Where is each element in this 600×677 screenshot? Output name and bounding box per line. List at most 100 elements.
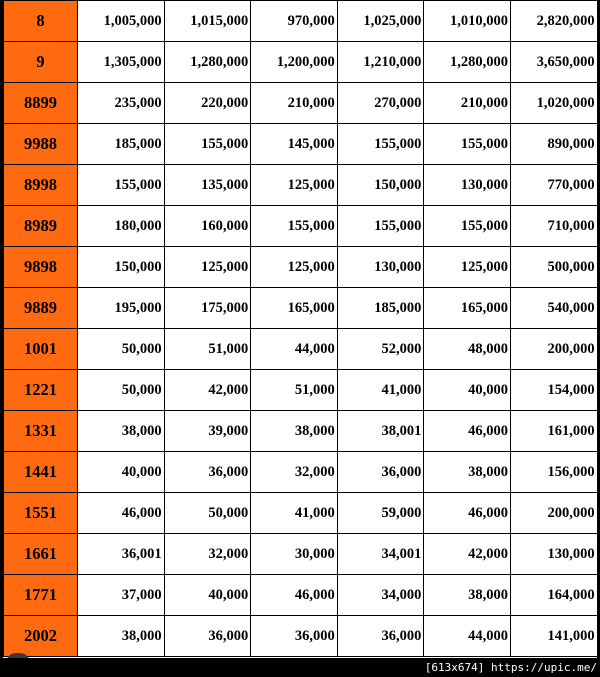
value-cell: 125,000 (250, 164, 338, 206)
value-cell: 130,000 (509, 533, 597, 575)
value-cell: 155,000 (77, 164, 165, 206)
value-cell: 40,000 (423, 369, 511, 411)
value-cell: 210,000 (250, 82, 338, 124)
table-row: 1661 36,001 32,000 30,000 34,001 42,000 130,00… (3, 533, 597, 575)
value-cell: 50,000 (77, 369, 165, 411)
value-cell: 155,000 (336, 123, 425, 165)
value-cell: 59,000 (336, 492, 425, 534)
value-cell: 52,000 (336, 328, 425, 370)
image-info-bar: [613x674] https://upic.me/ (0, 658, 600, 677)
value-cell: 180,000 (77, 205, 165, 247)
value-cell: 32,000 (163, 533, 252, 575)
value-cell: 195,000 (77, 287, 165, 329)
value-cell: 125,000 (423, 246, 511, 288)
value-cell: 37,000 (77, 574, 165, 616)
row-code-cell: 2002 (3, 615, 78, 657)
value-cell: 51,000 (250, 369, 338, 411)
value-cell: 1,280,000 (163, 41, 252, 83)
value-cell: 40,000 (163, 574, 252, 616)
value-cell: 36,000 (163, 615, 252, 657)
value-cell: 46,000 (77, 492, 165, 534)
value-cell: 890,000 (509, 123, 597, 165)
value-cell: 41,000 (250, 492, 338, 534)
value-cell: 540,000 (509, 287, 597, 329)
value-cell: 160,000 (163, 205, 252, 247)
value-cell: 1,305,000 (77, 41, 165, 83)
row-code-cell: 1331 (3, 410, 78, 452)
value-cell: 161,000 (509, 410, 597, 452)
value-cell: 165,000 (250, 287, 338, 329)
value-cell: 40,000 (77, 451, 165, 493)
value-cell: 44,000 (250, 328, 338, 370)
value-cell: 1,280,000 (423, 41, 511, 83)
value-cell: 155,000 (423, 205, 511, 247)
row-code-cell: 9 (3, 41, 78, 83)
table-body: 8 1,005,000 1,015,000 970,000 1,025,000 1,010… (3, 0, 597, 657)
value-cell: 1,210,000 (336, 41, 425, 83)
value-cell: 125,000 (250, 246, 338, 288)
value-cell: 1,200,000 (250, 41, 338, 83)
value-cell: 42,000 (423, 533, 511, 575)
table-row: 1221 50,000 42,000 51,000 41,000 40,000 154,00… (3, 369, 597, 411)
table-row: 9898 150,000 125,000 125,000 130,000 125,000 5… (3, 246, 597, 288)
row-code-cell: 8 (3, 0, 78, 42)
table-row: 8989 180,000 160,000 155,000 155,000 155,000 7… (3, 205, 597, 247)
row-code-cell: 9898 (3, 246, 78, 288)
price-table-sheet: 8 1,005,000 1,015,000 970,000 1,025,000 1,010… (0, 0, 600, 658)
table-row: 9 1,305,000 1,280,000 1,200,000 1,210,000 1,2… (3, 41, 597, 83)
table-row: 8 1,005,000 1,015,000 970,000 1,025,000 1,010… (3, 0, 597, 42)
value-cell: 1,015,000 (163, 0, 252, 42)
value-cell: 3,650,000 (509, 41, 597, 83)
value-cell: 39,000 (163, 410, 252, 452)
value-cell: 1,005,000 (77, 0, 165, 42)
value-cell: 165,000 (423, 287, 511, 329)
value-cell: 38,000 (250, 410, 338, 452)
table-row: 1331 38,000 39,000 38,000 38,001 46,000 161,00… (3, 410, 597, 452)
row-code-cell: 1551 (3, 492, 78, 534)
table-row: 2002 38,000 36,000 36,000 36,000 44,000 141,00… (3, 615, 597, 657)
value-cell: 155,000 (250, 205, 338, 247)
row-code-cell: 1661 (3, 533, 78, 575)
value-cell: 770,000 (509, 164, 597, 206)
row-code-cell: 1001 (3, 328, 78, 370)
table-row: 1441 40,000 36,000 32,000 36,000 38,000 156,00… (3, 451, 597, 493)
value-cell: 156,000 (509, 451, 597, 493)
value-cell: 36,000 (336, 615, 425, 657)
value-cell: 2,820,000 (509, 0, 597, 42)
value-cell: 32,000 (250, 451, 338, 493)
value-cell: 200,000 (509, 492, 597, 534)
value-cell: 41,000 (336, 369, 425, 411)
value-cell: 185,000 (77, 123, 165, 165)
value-cell: 36,001 (77, 533, 165, 575)
price-table: 8 1,005,000 1,015,000 970,000 1,025,000 1,010… (3, 0, 597, 657)
value-cell: 36,000 (250, 615, 338, 657)
value-cell: 1,025,000 (336, 0, 425, 42)
value-cell: 130,000 (423, 164, 511, 206)
value-cell: 150,000 (336, 164, 425, 206)
row-code-cell: 1441 (3, 451, 78, 493)
row-code-cell: 9988 (3, 123, 78, 165)
value-cell: 50,000 (163, 492, 252, 534)
table-row: 9988 185,000 155,000 145,000 155,000 155,000 8… (3, 123, 597, 165)
value-cell: 38,000 (423, 451, 511, 493)
value-cell: 500,000 (509, 246, 597, 288)
value-cell: 46,000 (423, 492, 511, 534)
value-cell: 36,000 (336, 451, 425, 493)
table-row: 1771 37,000 40,000 46,000 34,000 38,000 164,00… (3, 574, 597, 616)
value-cell: 46,000 (423, 410, 511, 452)
value-cell: 154,000 (509, 369, 597, 411)
value-cell: 48,000 (423, 328, 511, 370)
row-code-cell: 8899 (3, 82, 78, 124)
row-code-cell: 8989 (3, 205, 78, 247)
value-cell: 34,000 (336, 574, 425, 616)
value-cell: 38,000 (77, 615, 165, 657)
row-code-cell: 8998 (3, 164, 78, 206)
value-cell: 50,000 (77, 328, 165, 370)
value-cell: 125,000 (163, 246, 252, 288)
table-row: 1551 46,000 50,000 41,000 59,000 46,000 200,00… (3, 492, 597, 534)
table-row: 9889 195,000 175,000 165,000 185,000 165,000 5… (3, 287, 597, 329)
value-cell: 220,000 (163, 82, 252, 124)
value-cell: 30,000 (250, 533, 338, 575)
value-cell: 150,000 (77, 246, 165, 288)
value-cell: 34,001 (336, 533, 425, 575)
